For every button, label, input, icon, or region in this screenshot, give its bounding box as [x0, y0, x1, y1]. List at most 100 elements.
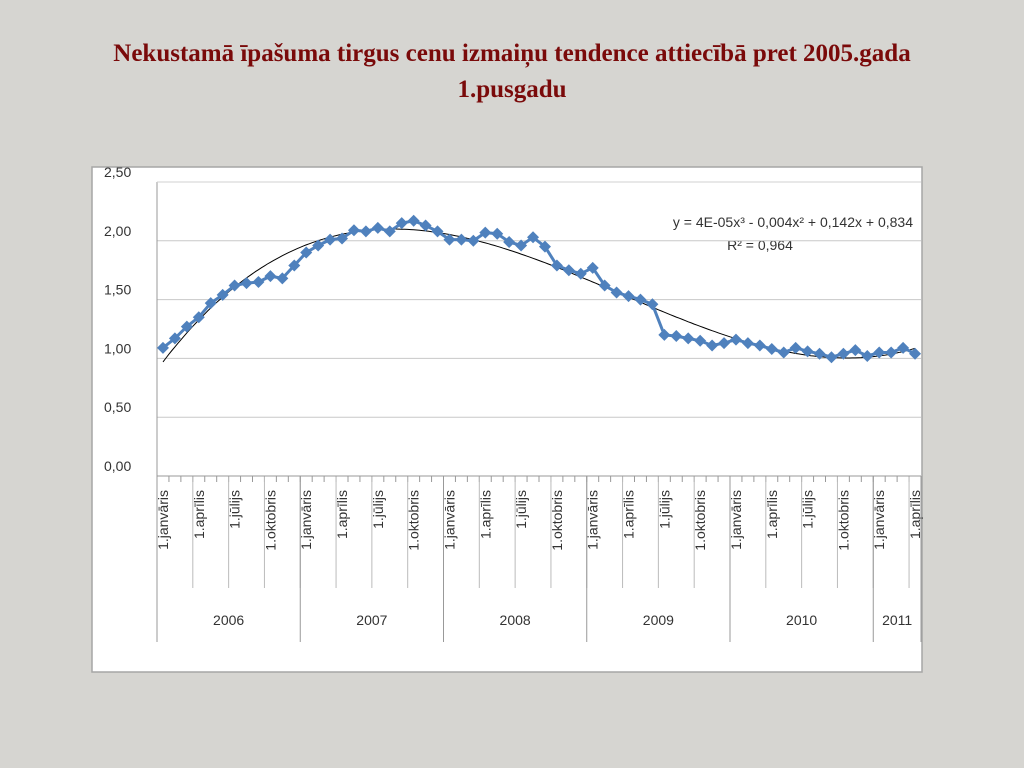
- x-group-label: 2010: [786, 612, 817, 628]
- data-point: [741, 337, 754, 350]
- data-point: [168, 332, 181, 345]
- data-point: [204, 297, 217, 310]
- data-point: [467, 234, 480, 247]
- x-tick-label: 1.oktobris: [262, 490, 278, 551]
- x-tick-label: 1.oktobris: [835, 490, 851, 551]
- data-point: [550, 259, 563, 272]
- data-point: [252, 275, 265, 288]
- data-point: [491, 227, 504, 240]
- data-point: [515, 239, 528, 252]
- data-point: [324, 233, 337, 246]
- data-point: [455, 233, 468, 246]
- x-group-label: 2008: [500, 612, 531, 628]
- trend-equation: y = 4E-05x³ - 0,004x² + 0,142x + 0,834: [673, 214, 913, 230]
- data-point: [789, 341, 802, 354]
- y-tick-label: 2,00: [104, 223, 131, 239]
- x-tick-label: 1.jūlijs: [800, 490, 816, 529]
- data-point: [527, 231, 540, 244]
- data-point: [682, 332, 695, 345]
- data-point: [359, 225, 372, 238]
- x-tick-label: 1.janvāris: [585, 490, 601, 550]
- y-tick-label: 2,50: [104, 164, 131, 180]
- data-point: [801, 345, 814, 358]
- data-point: [216, 288, 229, 301]
- x-tick-label: 1.aprīlis: [191, 490, 207, 539]
- data-point: [909, 347, 922, 360]
- x-tick-label: 1.jūlijs: [227, 490, 243, 529]
- data-point: [562, 264, 575, 277]
- data-point: [443, 233, 456, 246]
- x-tick-label: 1.janvāris: [298, 490, 314, 550]
- x-group-label: 2011: [882, 612, 912, 628]
- data-point: [240, 277, 253, 290]
- y-tick-label: 0,00: [104, 458, 131, 474]
- data-point: [395, 217, 408, 230]
- x-tick-label: 1.aprīlis: [477, 490, 493, 539]
- chart-frame: [91, 166, 923, 673]
- data-point: [336, 232, 349, 245]
- data-point: [861, 350, 874, 363]
- data-point: [658, 328, 671, 341]
- data-point: [586, 261, 599, 274]
- data-point: [706, 339, 719, 352]
- trendline: [162, 228, 916, 363]
- data-point: [825, 351, 838, 364]
- data-point: [180, 320, 193, 333]
- data-point: [228, 279, 241, 292]
- data-point: [718, 337, 731, 350]
- data-point: [873, 346, 886, 359]
- data-point: [634, 293, 647, 306]
- data-point: [407, 214, 420, 227]
- data-point: [156, 341, 169, 354]
- data-point: [300, 246, 313, 259]
- x-tick-label: 1.janvāris: [155, 490, 171, 550]
- y-tick-label: 0,50: [104, 399, 131, 415]
- data-point: [777, 346, 790, 359]
- data-point: [192, 311, 205, 324]
- slide-title: Nekustamā īpašuma tirgus cenu izmaiņu te…: [113, 40, 911, 103]
- data-point: [288, 259, 301, 272]
- data-point: [574, 267, 587, 280]
- data-point: [347, 224, 360, 237]
- data-point: [503, 235, 516, 248]
- data-point: [264, 270, 277, 283]
- x-group-label: 2007: [356, 612, 387, 628]
- data-point: [813, 347, 826, 360]
- data-point: [610, 286, 623, 299]
- x-tick-label: 1.jūlijs: [370, 490, 386, 529]
- data-point: [646, 298, 659, 311]
- y-tick-label: 1,00: [104, 340, 131, 356]
- x-tick-label: 1.janvāris: [728, 490, 744, 550]
- trend-r-squared: R² = 0,964: [727, 237, 793, 253]
- data-point: [598, 279, 611, 292]
- series-line: [162, 219, 916, 359]
- data-point: [312, 239, 325, 252]
- data-point: [479, 226, 492, 239]
- x-tick-label: 1.jūlijs: [513, 490, 529, 529]
- x-tick-label: 1.oktobris: [406, 490, 422, 551]
- data-point: [753, 339, 766, 352]
- data-point: [371, 221, 384, 234]
- data-point: [622, 290, 635, 303]
- x-tick-label: 1.janvāris: [441, 490, 457, 550]
- data-point: [419, 219, 432, 232]
- data-point: [897, 341, 910, 354]
- data-point: [538, 240, 551, 253]
- x-tick-label: 1.jūlijs: [656, 490, 672, 529]
- x-tick-label: 1.janvāris: [871, 490, 887, 550]
- data-point: [694, 334, 707, 347]
- y-tick-label: 1,50: [104, 282, 131, 298]
- data-point: [383, 225, 396, 238]
- x-tick-label: 1.aprīlis: [334, 490, 350, 539]
- data-point: [431, 225, 444, 238]
- data-point: [765, 342, 778, 355]
- x-tick-label: 1.oktobris: [692, 490, 708, 551]
- x-tick-label: 1.aprīlis: [764, 490, 780, 539]
- data-point: [729, 333, 742, 346]
- data-point: [670, 330, 683, 343]
- x-group-label: 2006: [213, 612, 244, 628]
- x-group-label: 2009: [643, 612, 674, 628]
- data-point: [849, 344, 862, 357]
